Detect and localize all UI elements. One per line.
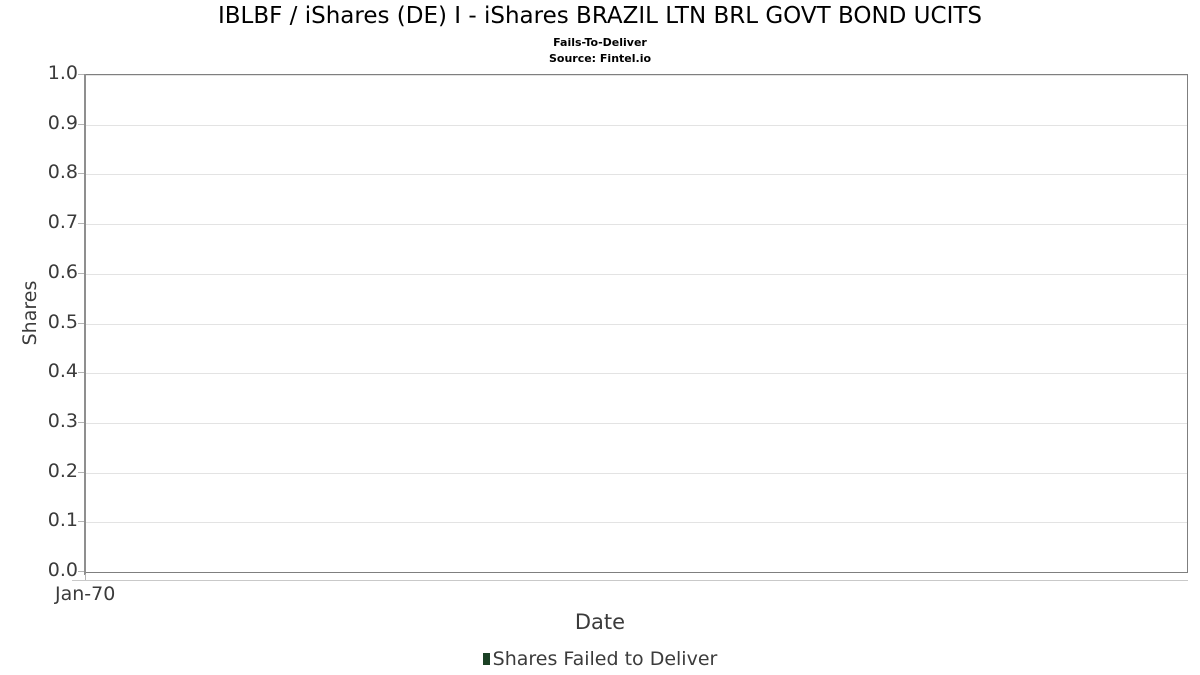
gridline [86, 124, 1187, 126]
y-axis-tick-label: 0.8 [47, 161, 78, 184]
y-axis-tick-mark [78, 421, 84, 423]
y-axis-tick-label: 0.3 [47, 409, 78, 432]
legend-item[interactable]: Shares Failed to Deliver [482, 648, 718, 670]
y-axis-tick-label: 0.1 [47, 509, 78, 532]
y-axis-tick-mark [78, 223, 84, 225]
y-axis-tick-label: 0.9 [47, 111, 78, 134]
y-axis-tick-label: 0.6 [47, 260, 78, 283]
y-axis-tick-mark [78, 74, 84, 75]
gridline [86, 323, 1187, 325]
y-axis-tick-label: 0.0 [47, 559, 78, 581]
chart-subtitle: Fails-To-Deliver [553, 36, 647, 49]
y-axis-tick-mark [78, 571, 84, 572]
gridline [86, 224, 1187, 226]
y-axis-tick-mark [78, 123, 84, 125]
y-axis-tick-mark [78, 272, 84, 274]
y-axis-tick-label: 0.7 [47, 211, 78, 234]
y-axis-tick-label: 0.4 [47, 360, 78, 383]
gridline [86, 273, 1187, 275]
gridline [86, 422, 1187, 424]
plot-area [85, 74, 1188, 573]
chart-title: IBLBF / iShares (DE) I - iShares BRAZIL … [217, 3, 983, 29]
y-axis-tick-label: 1.0 [47, 62, 78, 84]
chart-legend: Shares Failed to Deliver [0, 648, 1200, 670]
gridline [86, 174, 1187, 176]
x-axis-tick-mark [85, 574, 86, 580]
chart-source-label: Source: Fintel.io [548, 52, 652, 65]
y-axis-line [84, 74, 86, 575]
y-axis-tick-mark [78, 372, 84, 374]
x-axis-tick-label: Jan-70 [55, 583, 116, 605]
y-axis-tick-mark [78, 521, 84, 523]
y-axis-tick-mark [78, 471, 84, 473]
gridline [86, 472, 1187, 474]
x-axis-line [72, 580, 1188, 581]
y-axis-tick-mark [78, 173, 84, 175]
y-axis-tick-label: 0.5 [47, 310, 78, 333]
gridline [86, 522, 1187, 524]
gridline [86, 373, 1187, 375]
legend-label: Shares Failed to Deliver [492, 648, 718, 670]
y-axis-title: Shares [19, 280, 41, 346]
y-axis-tick-label: 0.2 [47, 459, 78, 482]
gridline [86, 75, 1187, 76]
legend-swatch-icon [482, 653, 490, 665]
y-axis-tick-mark [78, 322, 84, 324]
x-axis-title: Date [574, 610, 626, 634]
